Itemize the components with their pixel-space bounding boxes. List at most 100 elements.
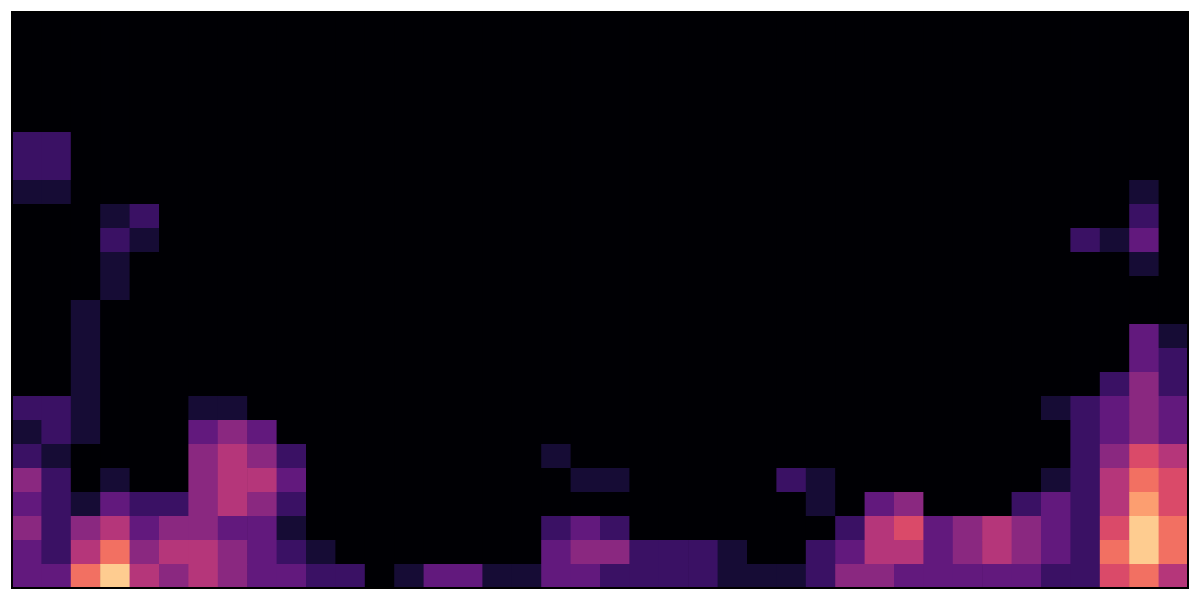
cell bbox=[482, 60, 512, 85]
cell bbox=[688, 372, 718, 397]
cell bbox=[571, 84, 601, 109]
cell bbox=[12, 60, 42, 85]
cell bbox=[835, 108, 865, 133]
cell bbox=[12, 108, 42, 133]
cell bbox=[482, 444, 512, 469]
cell bbox=[982, 540, 1012, 565]
cell bbox=[982, 420, 1012, 445]
cell bbox=[394, 108, 424, 133]
cell bbox=[806, 396, 836, 421]
cell bbox=[1012, 372, 1042, 397]
cell bbox=[482, 252, 512, 277]
cell bbox=[629, 420, 659, 445]
cell bbox=[747, 228, 777, 253]
cell bbox=[865, 420, 895, 445]
cell bbox=[688, 36, 718, 61]
cell bbox=[923, 108, 953, 133]
cell bbox=[541, 324, 571, 349]
cell bbox=[688, 324, 718, 349]
cell bbox=[1012, 108, 1042, 133]
cell bbox=[482, 132, 512, 157]
cell bbox=[923, 420, 953, 445]
cell bbox=[247, 132, 277, 157]
cell bbox=[335, 300, 365, 325]
cell bbox=[747, 444, 777, 469]
cell bbox=[865, 252, 895, 277]
cell bbox=[482, 468, 512, 493]
cell bbox=[894, 564, 924, 588]
cell bbox=[923, 300, 953, 325]
cell bbox=[629, 156, 659, 181]
cell bbox=[12, 564, 42, 588]
cell bbox=[218, 276, 248, 301]
cell bbox=[688, 108, 718, 133]
cell bbox=[865, 468, 895, 493]
cell bbox=[776, 468, 806, 493]
cell bbox=[865, 492, 895, 517]
cell bbox=[1070, 372, 1100, 397]
cell bbox=[659, 444, 689, 469]
cell bbox=[100, 324, 130, 349]
cell bbox=[247, 492, 277, 517]
cell bbox=[659, 348, 689, 373]
cell bbox=[835, 60, 865, 85]
cell bbox=[688, 276, 718, 301]
cell bbox=[12, 444, 42, 469]
cell bbox=[894, 276, 924, 301]
cell bbox=[600, 444, 630, 469]
cell bbox=[335, 492, 365, 517]
cell bbox=[600, 108, 630, 133]
cell bbox=[659, 252, 689, 277]
cell bbox=[1041, 204, 1071, 229]
cell bbox=[159, 60, 189, 85]
cell bbox=[953, 420, 983, 445]
cell bbox=[776, 276, 806, 301]
cell bbox=[629, 204, 659, 229]
cell bbox=[188, 300, 218, 325]
cell bbox=[424, 516, 454, 541]
frame bbox=[12, 12, 1188, 588]
cell bbox=[747, 132, 777, 157]
cell bbox=[541, 12, 571, 37]
cell bbox=[953, 180, 983, 205]
cell bbox=[424, 180, 454, 205]
cell bbox=[424, 396, 454, 421]
cell bbox=[629, 468, 659, 493]
cell bbox=[453, 348, 483, 373]
cell bbox=[482, 276, 512, 301]
cell bbox=[188, 36, 218, 61]
cell bbox=[41, 468, 71, 493]
cell bbox=[218, 540, 248, 565]
cell bbox=[482, 36, 512, 61]
cell bbox=[100, 468, 130, 493]
cell bbox=[923, 132, 953, 157]
cell bbox=[335, 468, 365, 493]
cell bbox=[776, 516, 806, 541]
cell bbox=[688, 132, 718, 157]
cell bbox=[71, 132, 101, 157]
cell bbox=[12, 540, 42, 565]
cell bbox=[835, 564, 865, 588]
cell bbox=[71, 540, 101, 565]
cell bbox=[953, 564, 983, 588]
cell bbox=[306, 12, 336, 37]
cell bbox=[982, 468, 1012, 493]
cell bbox=[776, 228, 806, 253]
cell bbox=[541, 540, 571, 565]
cell bbox=[335, 276, 365, 301]
cell bbox=[659, 372, 689, 397]
cell bbox=[1159, 300, 1188, 325]
cell bbox=[718, 276, 748, 301]
cell bbox=[541, 396, 571, 421]
cell bbox=[865, 516, 895, 541]
cell bbox=[1129, 540, 1159, 565]
cell bbox=[1012, 36, 1042, 61]
cell bbox=[659, 492, 689, 517]
cell bbox=[394, 492, 424, 517]
cell bbox=[659, 108, 689, 133]
cell bbox=[688, 348, 718, 373]
cell bbox=[424, 468, 454, 493]
cell bbox=[130, 36, 160, 61]
cell bbox=[12, 132, 42, 157]
cell bbox=[335, 324, 365, 349]
